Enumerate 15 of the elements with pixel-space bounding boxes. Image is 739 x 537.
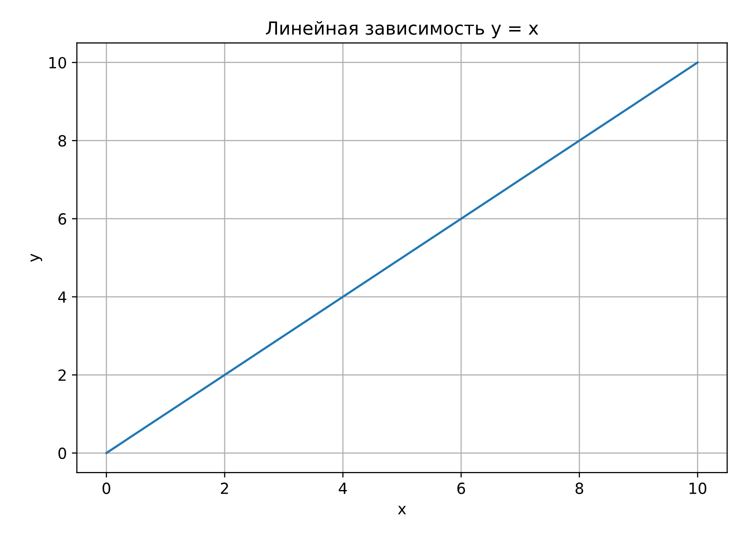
y-tick-label: 8 bbox=[58, 135, 66, 147]
y-tick-label: 2 bbox=[58, 369, 66, 381]
y-tick-label: 4 bbox=[58, 291, 66, 303]
chart-title: Линейная зависимость y = x bbox=[266, 20, 538, 38]
x-tick-label: 10 bbox=[690, 482, 706, 494]
y-tick-label: 10 bbox=[49, 56, 66, 69]
x-tick-label: 6 bbox=[457, 482, 466, 494]
x-tick-label: 0 bbox=[102, 482, 110, 494]
x-axis-title: x bbox=[398, 506, 406, 514]
x-tick-label: 8 bbox=[576, 482, 584, 494]
x-tick-label: 4 bbox=[338, 482, 347, 494]
y-axis-title: y bbox=[30, 254, 42, 262]
y-tick-label: 0 bbox=[58, 448, 66, 460]
x-tick-label: 2 bbox=[220, 482, 228, 494]
y-tick-label: 6 bbox=[58, 213, 66, 225]
